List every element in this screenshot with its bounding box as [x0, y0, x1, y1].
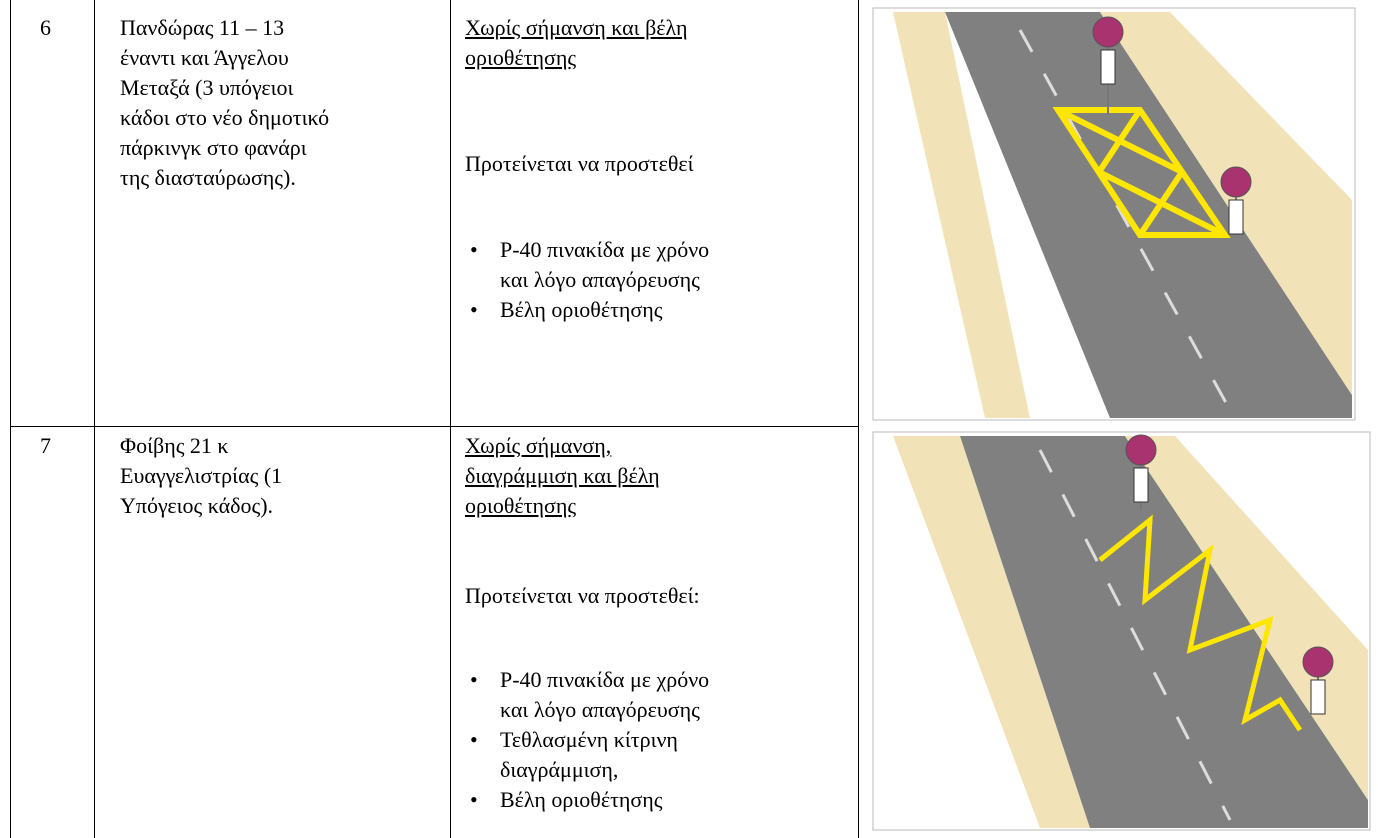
item-line: Ρ-40 πινακίδα με χρόνο	[500, 237, 710, 262]
location-line: Μεταξά (3 υπόγειοι	[120, 75, 294, 100]
status-heading: οριοθέτησης	[465, 493, 577, 518]
item-line: και λόγο απαγόρευσης	[500, 697, 700, 722]
border	[858, 0, 859, 838]
location-line: Ευαγγελιστρίας (1	[120, 463, 283, 488]
bullet: •	[470, 667, 478, 692]
location-line: Φοίβης 21 κ	[120, 433, 229, 458]
row-number: 7	[40, 433, 51, 458]
bullet: •	[470, 787, 478, 812]
item-line: Ρ-40 πινακίδα με χρόνο	[500, 667, 710, 692]
item-line: Βέλη οριοθέτησης	[500, 787, 663, 812]
road-image-2	[872, 431, 1371, 831]
location-line: κάδοι στο νέο δημοτικό	[120, 105, 330, 130]
location-line: έναντι και Άγγελου	[120, 45, 289, 70]
row-number: 6	[40, 15, 51, 40]
proposal: Προτείνεται να προστεθεί:	[465, 583, 700, 608]
road-image-1	[872, 7, 1356, 421]
proposal: Προτείνεται να προστεθεί	[465, 151, 694, 176]
bullet: •	[470, 727, 478, 752]
item-line: και λόγο απαγόρευσης	[500, 267, 700, 292]
location-line: της διασταύρωσης).	[120, 165, 296, 190]
border	[450, 0, 451, 838]
status-heading: οριοθέτησης	[465, 45, 577, 70]
location-line: Υπόγειος κάδος).	[120, 493, 274, 518]
bullet: •	[470, 237, 478, 262]
item-line: Βέλη οριοθέτησης	[500, 297, 663, 322]
border	[10, 0, 11, 838]
item-line: Τεθλασμένη κίτρινη	[500, 727, 678, 752]
item-line: διαγράμμιση,	[500, 757, 619, 782]
location-line: Πανδώρας 11 – 13	[120, 15, 285, 40]
bullet: •	[470, 297, 478, 322]
location-line: πάρκινγκ στο φανάρι	[120, 135, 307, 160]
status-heading: Χωρίς σήμανση και βέλη	[465, 15, 688, 40]
border	[10, 426, 858, 427]
status-heading: Χωρίς σήμανση,	[465, 433, 612, 458]
status-heading: διαγράμμιση και βέλη	[465, 463, 660, 488]
border	[94, 0, 95, 838]
